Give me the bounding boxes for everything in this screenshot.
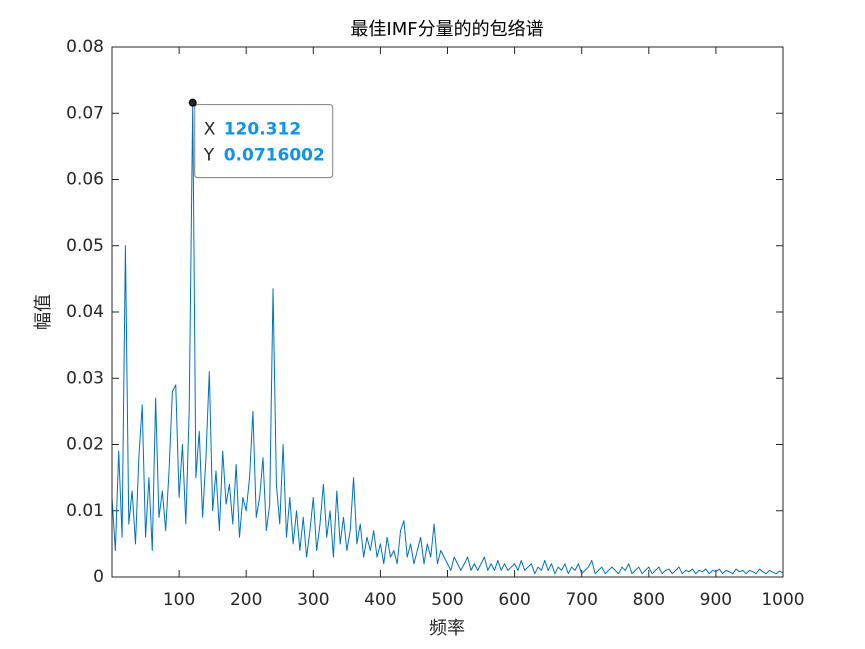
datatip-box <box>194 104 334 179</box>
x-tick-label: 700 <box>565 590 597 610</box>
x-tick-label: 500 <box>431 590 463 610</box>
y-tick-label: 0.05 <box>66 236 104 256</box>
x-tick-label: 100 <box>163 590 195 610</box>
datatip-value: 120.312 <box>224 120 301 140</box>
datatip-value: 0.0716002 <box>224 146 325 166</box>
y-tick-label: 0.02 <box>66 435 104 455</box>
data-line <box>111 102 784 575</box>
y-tick-label: 0.04 <box>66 302 104 322</box>
datatip-label: X <box>204 120 216 140</box>
x-axis-label: 频率 <box>429 618 465 639</box>
x-tick-label: 300 <box>297 590 329 610</box>
chart-title: 最佳IMF分量的的包络谱 <box>350 19 543 40</box>
y-tick-label: 0.03 <box>66 368 104 388</box>
y-tick-label: 0.07 <box>66 103 104 123</box>
y-axis-label: 幅值 <box>33 294 54 330</box>
y-tick-label: 0.06 <box>66 170 104 190</box>
x-tick-label: 400 <box>364 590 396 610</box>
x-tick-label: 1000 <box>761 590 804 610</box>
y-tick-label: 0 <box>93 567 104 587</box>
x-tick-label: 600 <box>498 590 530 610</box>
y-tick-label: 0.01 <box>66 501 104 521</box>
y-tick-label: 0.08 <box>66 37 104 57</box>
datatip-marker <box>188 98 197 107</box>
x-tick-label: 800 <box>633 590 665 610</box>
axes-box <box>111 46 784 578</box>
x-tick-label: 200 <box>230 590 262 610</box>
x-tick-label: 900 <box>700 590 732 610</box>
datatip-label: Y <box>203 146 215 166</box>
